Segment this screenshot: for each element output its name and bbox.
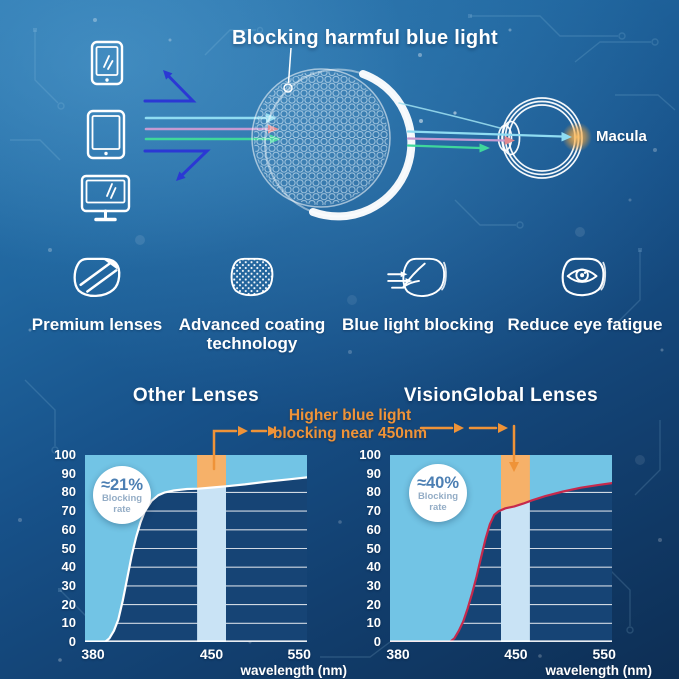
y-tick-label: 20: [61, 596, 76, 612]
feature-blue-light-blocking: Blue light blocking: [334, 254, 502, 334]
y-tick-label: 100: [54, 447, 76, 462]
blocking-rate-value: ≈40%: [416, 474, 460, 492]
plot-area: ≈21% Blocking rate: [85, 455, 307, 642]
ray-block-lens-icon: [387, 257, 447, 297]
hero-diagram: [80, 40, 592, 222]
y-tick-label: 60: [61, 521, 76, 537]
macula-label: Macula: [596, 128, 647, 145]
y-axis: 100 90 80 70 60 50 40 30 20 10 0: [52, 447, 80, 649]
blocking-rate-label: Blocking: [101, 493, 143, 504]
chart-other-lenses: Other Lenses 100 90 80 70 60 50 40 30 20 10 0 ≈21%…: [52, 384, 352, 679]
feature-premium-lenses: Premium lenses: [13, 254, 181, 334]
y-tick-label: 100: [359, 447, 381, 462]
blocking-rate-value: ≈21%: [100, 476, 144, 494]
y-tick-label: 50: [366, 540, 381, 556]
cyan-beam-edge: [398, 102, 501, 129]
smartphone-icon: [90, 40, 124, 86]
y-tick-label: 10: [366, 615, 381, 631]
y-tick-label: 80: [366, 484, 381, 500]
blocking-rate-badge: ≈21% Blocking rate: [93, 466, 151, 524]
y-tick-label: 40: [61, 559, 76, 575]
y-tick-label: 90: [61, 465, 76, 481]
y-tick-label: 80: [61, 484, 76, 500]
y-tick-label: 70: [61, 503, 76, 519]
y-tick-label: 0: [373, 634, 381, 649]
x-tick-label: 450: [199, 646, 224, 662]
x-tick-label: 550: [287, 646, 311, 662]
x-tick-label: 550: [592, 646, 616, 662]
y-tick-label: 30: [61, 577, 76, 593]
blocking-rate-badge: ≈40% Blocking rate: [409, 464, 467, 522]
monitor-icon: [80, 174, 131, 222]
x-axis-title: wavelength (nm): [545, 663, 652, 678]
chart-title: Other Lenses: [132, 385, 260, 406]
y-tick-label: 30: [366, 577, 381, 593]
eye-comfort-lens-icon: [561, 257, 607, 297]
y-tick-label: 40: [366, 559, 381, 575]
feature-label: Reduce eye fatigue: [507, 315, 663, 334]
annotation-line1: Higher blue light: [288, 407, 412, 424]
x-tick-label: 380: [81, 646, 105, 662]
pink-ray-into-eye: [406, 137, 507, 142]
coating-mesh-lens-icon: [230, 257, 274, 297]
blocking-rate-label: Blocking: [417, 491, 459, 502]
y-tick-label: 0: [68, 634, 76, 649]
chart-title: VisionGlobal Lenses: [403, 385, 599, 406]
premium-lens-icon: [73, 257, 121, 298]
y-tick-label: 10: [61, 615, 76, 631]
honeycomb-coated-lens-icon: [251, 68, 416, 221]
blocking-rate-label: rate: [113, 503, 131, 515]
chart-visionglobal-lenses: VisionGlobal Lenses 100 90 80 70 60 50 40 30 20 1…: [357, 384, 657, 679]
blocking-rate-label: rate: [429, 501, 447, 513]
reflected-ray-arrow-icon: [143, 70, 211, 181]
x-axis: 380 450 550: [386, 646, 616, 662]
macula-glow: [562, 122, 592, 152]
x-tick-label: 450: [504, 646, 528, 662]
annotation-line2: blocking near 450nm: [272, 425, 428, 442]
x-axis: 380 450 550: [81, 646, 311, 662]
tablet-icon: [86, 109, 126, 160]
lens-label-leader: [283, 47, 293, 93]
x-tick-label: 380: [386, 646, 410, 662]
green-ray-into-eye: [406, 144, 482, 150]
x-axis-title: wavelength (nm): [240, 663, 347, 678]
y-axis: 100 90 80 70 60 50 40 30 20 10 0: [357, 447, 385, 649]
feature-reduce-eye-fatigue: Reduce eye fatigue: [501, 254, 669, 334]
y-tick-label: 50: [61, 540, 76, 556]
feature-label: Advanced coating technology: [178, 315, 326, 353]
plot-area: ≈40% Blocking rate: [390, 455, 612, 642]
feature-label: Blue light blocking: [341, 315, 495, 334]
highlight-annotation: Higher blue light blocking near 450nm: [272, 407, 428, 443]
y-tick-label: 90: [366, 465, 381, 481]
feature-advanced-coating: Advanced coating technology: [168, 254, 336, 353]
y-tick-label: 70: [366, 503, 381, 519]
cyan-ray-to-macula: [406, 130, 564, 138]
hero-title: Blocking harmful blue light: [232, 27, 498, 49]
y-tick-label: 60: [366, 521, 381, 537]
feature-label: Premium lenses: [31, 315, 163, 334]
y-tick-label: 20: [366, 596, 381, 612]
